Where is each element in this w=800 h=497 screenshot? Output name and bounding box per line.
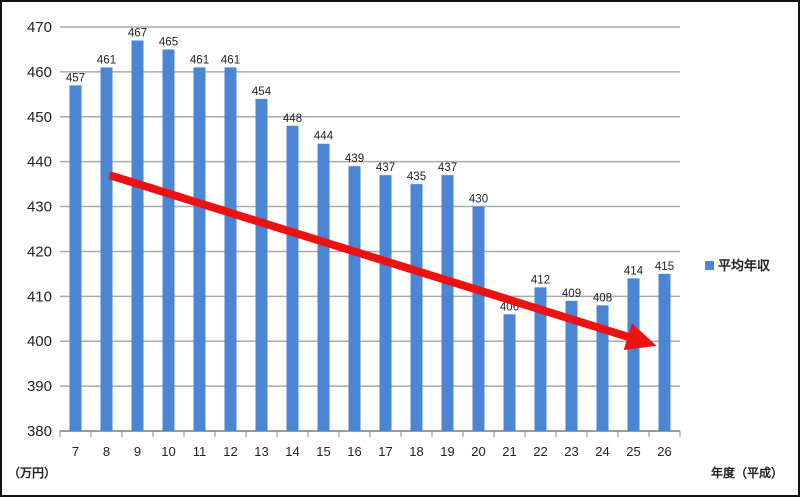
x-tick-label: 10 bbox=[161, 444, 175, 459]
y-tick-label: 390 bbox=[27, 378, 52, 395]
data-label: 454 bbox=[252, 86, 272, 98]
data-label: 467 bbox=[128, 27, 147, 39]
x-tick-label: 9 bbox=[134, 444, 141, 459]
y-tick-label: 470 bbox=[27, 19, 52, 36]
bar bbox=[224, 67, 237, 432]
x-tick-label: 8 bbox=[103, 444, 110, 459]
trend-arrow-head bbox=[623, 323, 657, 351]
data-label: 461 bbox=[97, 54, 116, 66]
y-tick-label: 400 bbox=[27, 333, 52, 350]
data-label: 412 bbox=[531, 274, 550, 286]
y-tick-label: 450 bbox=[27, 109, 52, 126]
data-label: 437 bbox=[376, 162, 395, 174]
x-tick-label: 7 bbox=[72, 444, 79, 459]
bar bbox=[565, 300, 578, 431]
x-tick-label: 25 bbox=[626, 444, 640, 459]
x-tick-label: 22 bbox=[533, 444, 547, 459]
y-tick-label: 440 bbox=[27, 154, 52, 171]
x-tick-label: 17 bbox=[378, 444, 392, 459]
trend-arrow-shaft bbox=[108, 171, 630, 341]
y-tick-label: 460 bbox=[27, 64, 52, 81]
bar bbox=[472, 206, 485, 431]
bar bbox=[162, 49, 175, 431]
x-tick-label: 11 bbox=[193, 444, 207, 459]
x-tick-label: 18 bbox=[409, 444, 423, 459]
bar bbox=[317, 143, 330, 431]
x-tick-label: 15 bbox=[316, 444, 330, 459]
data-label: 415 bbox=[655, 261, 674, 273]
data-label: 461 bbox=[190, 54, 209, 66]
bar bbox=[627, 278, 640, 431]
data-label: 465 bbox=[159, 36, 178, 48]
x-tick-label: 24 bbox=[595, 444, 609, 459]
data-label: 414 bbox=[624, 265, 644, 277]
y-tick-label: 380 bbox=[27, 423, 52, 440]
bar bbox=[348, 166, 361, 431]
bar bbox=[503, 314, 516, 431]
bar bbox=[193, 67, 206, 432]
data-label: 430 bbox=[469, 194, 488, 206]
bar bbox=[441, 175, 454, 431]
bar bbox=[379, 175, 392, 431]
bar bbox=[255, 98, 268, 432]
data-label: 435 bbox=[407, 171, 426, 183]
x-tick-label: 21 bbox=[502, 444, 516, 459]
legend-swatch bbox=[705, 261, 714, 270]
y-tick-label: 430 bbox=[27, 199, 52, 216]
y-tick-label: 420 bbox=[27, 243, 52, 260]
data-label: 461 bbox=[221, 54, 240, 66]
bar bbox=[596, 305, 609, 431]
bar bbox=[286, 125, 299, 431]
data-label: 439 bbox=[345, 153, 364, 165]
bar bbox=[410, 184, 423, 431]
bar bbox=[658, 273, 671, 431]
data-label: 437 bbox=[438, 162, 457, 174]
x-tick-label: 13 bbox=[254, 444, 268, 459]
x-tick-label: 26 bbox=[657, 444, 671, 459]
x-tick-label: 23 bbox=[564, 444, 578, 459]
x-tick-label: 14 bbox=[285, 444, 299, 459]
bar bbox=[534, 287, 547, 431]
data-label: 457 bbox=[66, 72, 85, 84]
x-axis-label: 年度（平成） bbox=[711, 466, 784, 480]
x-tick-label: 16 bbox=[347, 444, 361, 459]
x-tick-label: 20 bbox=[471, 444, 485, 459]
data-label: 448 bbox=[283, 113, 302, 125]
data-label: 444 bbox=[314, 131, 334, 143]
data-label: 409 bbox=[562, 288, 581, 300]
data-label: 408 bbox=[593, 292, 612, 304]
bar bbox=[131, 40, 144, 431]
y-tick-label: 410 bbox=[27, 288, 52, 305]
legend-label: 平均年収 bbox=[718, 258, 771, 273]
x-tick-label: 19 bbox=[440, 444, 454, 459]
bar bbox=[100, 67, 113, 432]
x-tick-label: 12 bbox=[223, 444, 237, 459]
bar bbox=[69, 85, 82, 431]
y-axis-unit: （万円） bbox=[8, 466, 57, 480]
